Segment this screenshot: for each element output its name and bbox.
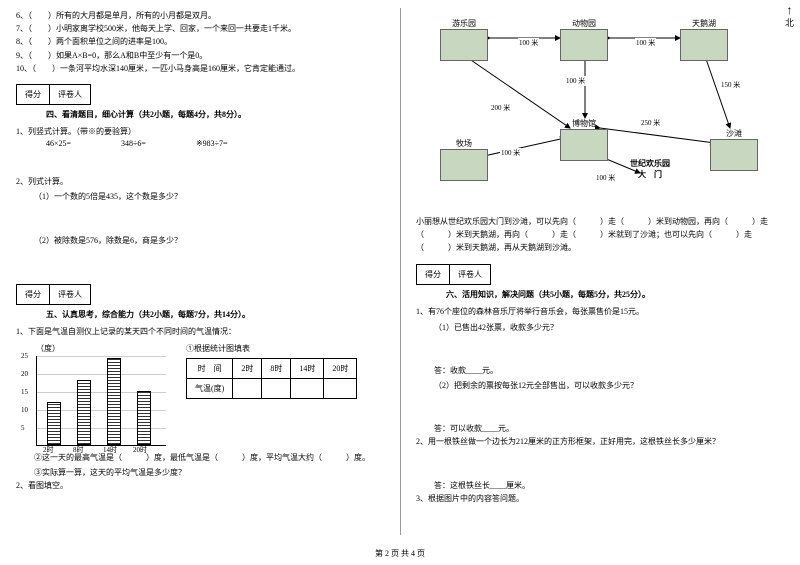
q6-1: 1、有76个座位的森林音乐厅将举行音乐会，每张票售价是15元。 xyxy=(416,306,784,317)
map-node-zoo: 动物园 xyxy=(560,18,608,63)
cell-blank xyxy=(291,378,324,398)
section-5-title: 五、认真思考，综合能力（共2小题，每题7分，共14分）。 xyxy=(46,309,384,320)
tf-9: 9、（ ）如果A×B=0，那么A和B中至少有一个是0。 xyxy=(16,50,384,61)
xtick: 2时 xyxy=(43,445,54,455)
bar xyxy=(77,380,91,445)
right-column: ↑ 北 游乐园 动物园 天鹅湖牧场 博物馆世纪欢乐园 大 门 沙滩 100 米 100 米 1… xyxy=(400,0,800,565)
tf-7: 7、（ ）小明家离学校500米，他每天上学、回家，一个来回一共要走1千米。 xyxy=(16,23,384,34)
xtick: 8时 xyxy=(73,445,84,455)
calc-3: ※983÷7= xyxy=(196,139,228,148)
compass-icon: ↑ 北 xyxy=(785,4,794,29)
q5-1-c: ③实际算一算，这天的平均气温是多少度？ xyxy=(34,467,384,478)
distance-label: 200 米 xyxy=(490,103,511,113)
map-node-museum: 博物馆 xyxy=(560,118,608,163)
bar xyxy=(107,358,121,444)
score-box-sec6: 得分 评卷人 xyxy=(416,264,784,285)
ans-1: 答：收款____元。 xyxy=(434,365,784,376)
ans-3: 答：这根铁丝长____厘米。 xyxy=(434,480,784,491)
q6-1-1: （1）已售出42张票，收款多少元？ xyxy=(434,322,784,333)
distance-label: 250 米 xyxy=(640,118,661,128)
calc-1: 46×25= xyxy=(46,139,71,148)
q5-1: 1、下面是气温自测仪上记录的某天四个不同时间的气温情况： xyxy=(16,326,384,337)
score-box-sec5: 得分 评卷人 xyxy=(16,284,384,305)
xtick: 20时 xyxy=(133,445,147,455)
q4-2-2: （2）被除数是576，除数是6，商是多少？ xyxy=(34,235,384,246)
q6-3: 3、根据图片中的内容答问题。 xyxy=(416,493,784,504)
map-node-lake: 天鹅湖 xyxy=(680,18,728,63)
tf-6: 6、（ ）所有的大月都是单月，所有的小月都是双月。 xyxy=(16,10,384,21)
section-6-title: 六、活用知识，解决问题（共5小题，每题5分，共25分）。 xyxy=(446,289,784,300)
tf-8: 8、（ ）两个面积单位之间的进率是100。 xyxy=(16,36,384,47)
compass-label: 北 xyxy=(785,16,794,29)
ytick: 5 xyxy=(21,424,25,432)
q5-1-b: ②这一天的最高气温是（ ）度，最低气温是（ ）度，平均气温大约（ ）度。 xyxy=(34,452,384,463)
table-title: ①根据统计图填表 xyxy=(186,343,357,354)
ans-2: 答：可以收款____元。 xyxy=(434,423,784,434)
row-temp-label: 气温(度) xyxy=(187,378,233,398)
map-node-amusement: 游乐园 xyxy=(440,18,488,63)
ytick: 15 xyxy=(21,388,28,396)
grader-cell: 评卷人 xyxy=(49,84,91,105)
map-node-gate: 世纪欢乐园 大 门 xyxy=(630,158,670,180)
score-cell: 得分 xyxy=(16,84,49,105)
th-2: 2时 xyxy=(233,358,262,378)
tf-10: 10、（ ）一条河平均水深140厘米，一匹小马身高是160厘米，它肯定能通过。 xyxy=(16,63,384,74)
distance-label: 100 米 xyxy=(595,173,616,183)
q5-2: 2、看图填空。 xyxy=(16,480,384,491)
distance-label: 100 米 xyxy=(565,76,586,86)
park-map: 游乐园 动物园 天鹅湖牧场 博物馆世纪欢乐园 大 门 沙滩 100 米 100 米 100 米… xyxy=(430,8,770,208)
grader-cell: 评卷人 xyxy=(449,264,491,285)
th-20: 20时 xyxy=(324,358,357,378)
bar xyxy=(47,402,61,445)
grader-cell: 评卷人 xyxy=(49,284,91,305)
score-cell: 得分 xyxy=(16,284,49,305)
temp-table: 时 间 2时 8时 14时 20时 气温(度) xyxy=(186,358,357,399)
ytick: 25 xyxy=(21,352,28,360)
th-14: 14时 xyxy=(291,358,324,378)
map-question: 小丽想从世纪欢乐园大门到沙滩，可以先向（ ）走（ ）米到动物园，再向（ ）走（ … xyxy=(416,216,784,254)
chart-table-wrap: ①根据统计图填表 时 间 2时 8时 14时 20时 气温(度) xyxy=(186,343,357,399)
bar xyxy=(137,391,151,445)
distance-label: 100 米 xyxy=(518,38,539,48)
map-node-farm: 牧场 xyxy=(440,138,488,183)
calc-2: 348÷6= xyxy=(121,139,146,148)
page-footer: 第 2 页 共 4 页 xyxy=(0,548,800,559)
th-8: 8时 xyxy=(262,358,291,378)
ytick: 10 xyxy=(21,406,28,414)
q4-2: 2、列式计算。 xyxy=(16,176,384,187)
bar-chart: （度） 2520151052时8时14时20时 xyxy=(36,343,166,446)
left-column: 6、（ ）所有的大月都是单月，所有的小月都是双月。 7、（ ）小明家离学校500… xyxy=(0,0,400,565)
q4-2-1: （1）一个数的5倍是435，这个数是多少？ xyxy=(34,191,384,202)
distance-label: 100 米 xyxy=(635,38,656,48)
y-axis-label: （度） xyxy=(36,343,166,354)
calc-row: 46×25= 348÷6= ※983÷7= xyxy=(46,139,384,148)
q6-1-2: （2）把剩余的票按每张12元全部售出，可以收款多少元？ xyxy=(434,380,784,391)
distance-label: 100 米 xyxy=(500,148,521,158)
score-cell: 得分 xyxy=(416,264,449,285)
map-node-beach: 沙滩 xyxy=(710,128,758,173)
distance-label: 150 米 xyxy=(720,80,741,90)
arrow-up-icon: ↑ xyxy=(785,4,794,16)
xtick: 14时 xyxy=(103,445,117,455)
ytick: 20 xyxy=(21,370,28,378)
cell-blank xyxy=(233,378,262,398)
q4-1: 1、列竖式计算。（带※的要验算） xyxy=(16,126,384,137)
th-time: 时 间 xyxy=(187,358,233,378)
cell-blank xyxy=(262,378,291,398)
cell-blank xyxy=(324,378,357,398)
score-box-sec4: 得分 评卷人 xyxy=(16,84,384,105)
section-4-title: 四、看清题目，细心计算（共2小题，每题4分，共8分）。 xyxy=(46,109,384,120)
q6-2: 2、用一根铁丝做一个边长为212厘米的正方形框架，正好用完，这根铁丝长多少厘米？ xyxy=(416,436,784,447)
